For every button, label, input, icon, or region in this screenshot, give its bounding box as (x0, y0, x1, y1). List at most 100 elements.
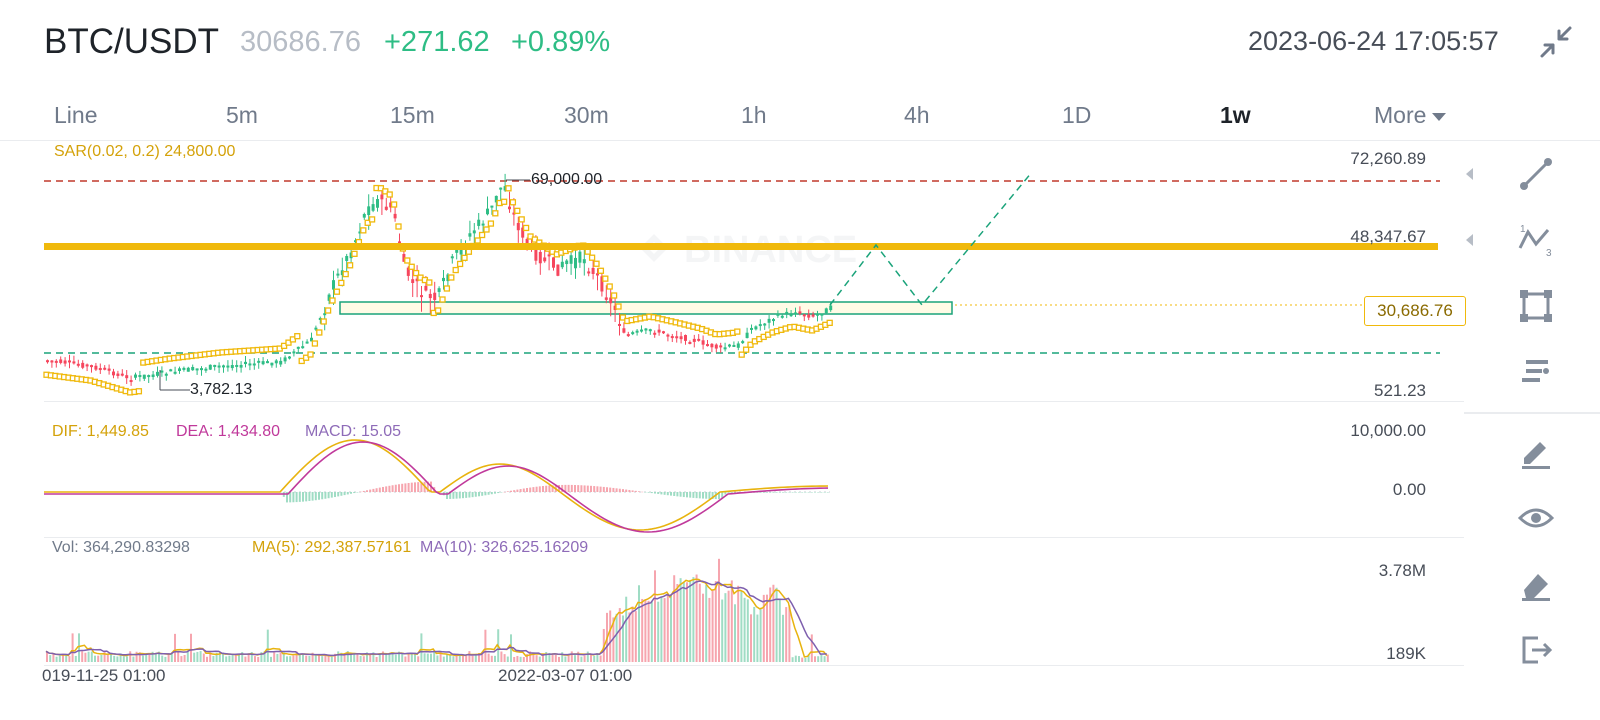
volume-axis-top: 3.78M (1378, 561, 1426, 580)
eye-icon[interactable] (1516, 498, 1556, 538)
volume-bar (260, 652, 263, 662)
tab-4h[interactable]: 4h (904, 102, 930, 128)
rectangle-icon[interactable] (1516, 286, 1556, 326)
volume-bar (372, 652, 375, 662)
macd-bar (366, 490, 368, 492)
indicator-list-icon[interactable] (1516, 352, 1556, 392)
volume-bar (641, 598, 644, 662)
macd-bar (353, 492, 356, 494)
tab-1w[interactable]: 1w (1220, 102, 1251, 128)
sar-dot (593, 260, 600, 267)
candle (750, 327, 753, 330)
expand-left-icon[interactable] (1466, 168, 1473, 180)
candle (371, 204, 375, 211)
tab-30m[interactable]: 30m (564, 102, 609, 128)
macd-bar (385, 486, 388, 492)
candle (459, 246, 463, 255)
volume-bar (58, 655, 61, 662)
volume-bar (801, 657, 804, 662)
candle (213, 364, 217, 367)
volume-bar (148, 654, 151, 662)
macd-bar (718, 492, 720, 500)
volume-bar (817, 656, 820, 662)
sar-indicator-label[interactable]: SAR(0.02, 0.2) 24,800.00 (54, 143, 236, 160)
candle (719, 345, 723, 348)
macd-bar (631, 490, 634, 492)
candle (587, 271, 591, 274)
expand-left-icon[interactable] (1466, 234, 1473, 246)
macd-bar (538, 486, 541, 492)
volume-bar (305, 655, 308, 662)
macd-bar (686, 492, 688, 498)
tab-15m[interactable]: 15m (390, 102, 435, 128)
eraser-icon[interactable] (1516, 564, 1556, 604)
tab-more[interactable]: More (1374, 102, 1447, 129)
macd-bar (804, 492, 807, 493)
candle (785, 311, 789, 314)
volume-bar (506, 656, 509, 662)
svg-text:1: 1 (1520, 224, 1526, 235)
candle (50, 360, 54, 363)
macd-bar (769, 492, 772, 493)
tab-line[interactable]: Line (54, 102, 98, 128)
candle (393, 213, 397, 219)
macd-bar (410, 482, 413, 492)
volume-bar (343, 655, 346, 662)
volume-bar (452, 656, 455, 662)
macd-bar (622, 489, 624, 492)
candle (270, 362, 274, 366)
volume-bar (318, 655, 320, 662)
candle (767, 318, 771, 323)
pane-divider-main (44, 401, 1464, 402)
volume-bar (164, 656, 167, 662)
trading-pair[interactable]: BTC/USDT (44, 22, 219, 61)
candle (450, 256, 454, 259)
resistance-zone[interactable] (339, 301, 953, 315)
candle (442, 277, 445, 282)
volume-bar (753, 606, 756, 662)
volume-bar (154, 653, 157, 662)
volume-bar (218, 652, 221, 662)
exit-icon[interactable] (1516, 630, 1556, 670)
candle (508, 206, 511, 210)
macd-bar (446, 492, 448, 500)
macd-bar (503, 491, 506, 493)
volume-bar (84, 652, 87, 662)
time-axis-line (44, 665, 1464, 666)
volume-bar (545, 651, 548, 662)
sar-dot (619, 314, 627, 321)
volume-bar (292, 655, 295, 662)
candlestick-chart[interactable]: BINANCE (0, 140, 1460, 700)
volume-bar (90, 651, 93, 662)
volume-bar (199, 651, 202, 662)
trend-line-icon[interactable] (1516, 154, 1556, 194)
tab-1h[interactable]: 1h (741, 102, 767, 128)
sar-dot (826, 319, 833, 327)
macd-bar (625, 489, 628, 492)
pencil-icon[interactable] (1516, 432, 1556, 472)
sar-dot (448, 274, 455, 281)
candle (107, 368, 111, 371)
major-level-line[interactable] (44, 243, 1438, 250)
volume-bar (100, 655, 103, 662)
volume-bar (158, 651, 160, 662)
projection-path[interactable] (829, 171, 1033, 307)
candle (824, 308, 828, 314)
tab-1d[interactable]: 1D (1062, 102, 1092, 128)
volume-bar (442, 656, 445, 662)
volume-bar (122, 656, 125, 662)
tab-5m[interactable]: 5m (226, 102, 258, 128)
macd-axis-zero: 0.00 (1392, 480, 1426, 499)
volume-bar (663, 598, 666, 662)
candle (829, 305, 833, 311)
candle (204, 368, 208, 371)
price-change: +271.62 (384, 26, 490, 58)
volume-bar (660, 597, 663, 662)
volume-bar (820, 654, 823, 662)
volume-bar (186, 651, 189, 662)
macd-bar (426, 481, 429, 492)
candle (296, 346, 300, 349)
candle (195, 368, 199, 371)
collapse-arrows-icon[interactable] (1538, 24, 1574, 60)
